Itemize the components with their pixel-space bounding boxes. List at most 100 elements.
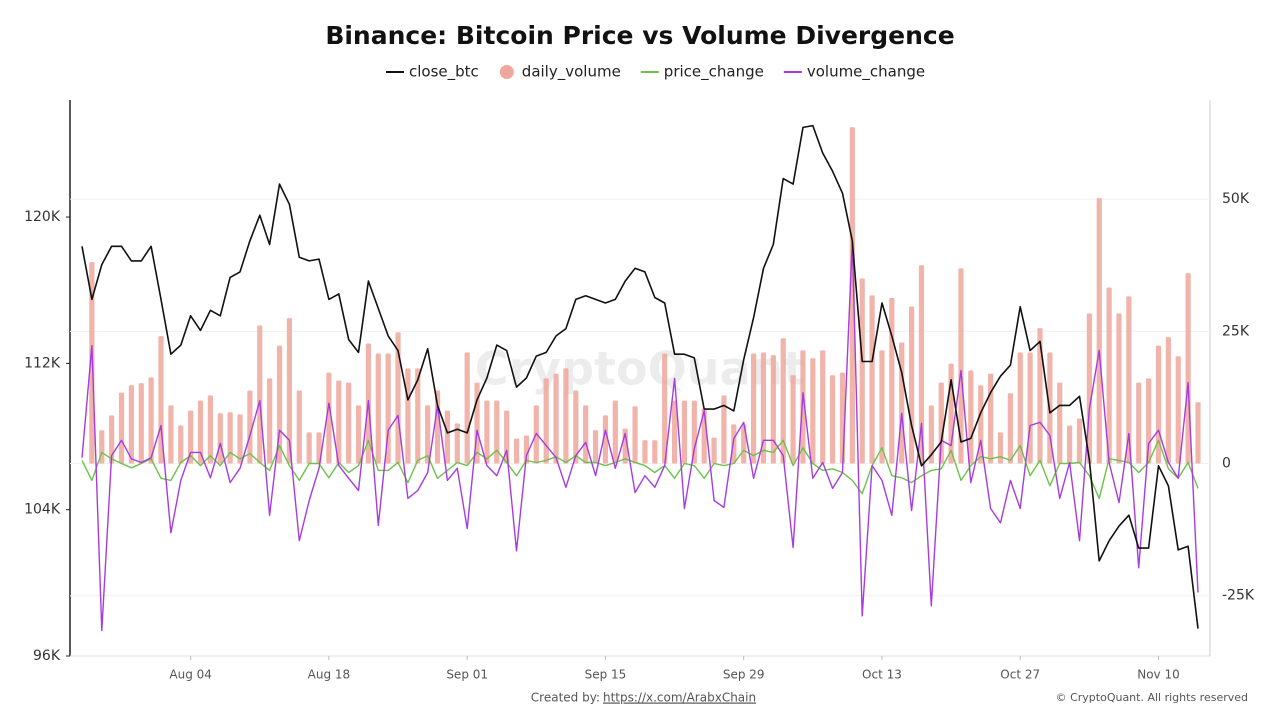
volume-bar xyxy=(237,414,243,464)
y2-tick-label: 25K xyxy=(1222,323,1250,339)
volume-bar xyxy=(454,423,460,464)
footer-label: Created by: xyxy=(531,691,600,705)
volume-bar xyxy=(988,373,994,464)
volume-bar xyxy=(889,298,895,464)
volume-bar xyxy=(1136,382,1142,464)
y2-tick-label: 50K xyxy=(1222,191,1250,207)
y2-tick-label: 0 xyxy=(1222,456,1231,472)
volume-bar xyxy=(573,390,579,464)
volume-bar xyxy=(968,370,974,464)
volume-bar xyxy=(958,268,964,464)
volume-bar xyxy=(612,400,618,464)
volume-bar xyxy=(128,385,134,464)
x-tick-label: Nov 10 xyxy=(1137,668,1180,682)
legend-label: volume_change xyxy=(807,63,925,82)
volume-bar xyxy=(1096,198,1102,464)
legend-label: daily_volume xyxy=(522,63,621,82)
volume-bar xyxy=(908,306,915,464)
volume-bar xyxy=(602,415,609,464)
x-tick-label: Oct 27 xyxy=(1000,668,1040,682)
x-tick-label: Sep 15 xyxy=(585,668,627,682)
volume-bar xyxy=(306,432,312,464)
volume-bar xyxy=(948,363,954,464)
volume-bar xyxy=(899,342,905,464)
volume-bar xyxy=(1076,418,1083,464)
volume-bar xyxy=(257,325,263,464)
volume-bar xyxy=(869,295,875,464)
volume-bar xyxy=(553,373,559,464)
volume-bar xyxy=(741,424,747,464)
volume-bar xyxy=(563,368,569,464)
volume-bar xyxy=(1126,296,1132,464)
volume-bar xyxy=(148,377,154,464)
volume-bar xyxy=(1027,352,1033,464)
volume-bar xyxy=(691,400,697,464)
volume-bar xyxy=(879,350,885,464)
volume-bar xyxy=(247,390,253,464)
volume-bar xyxy=(780,338,786,464)
legend-label: price_change xyxy=(664,63,764,82)
volume-bar xyxy=(464,352,470,464)
volume-bar xyxy=(583,405,589,464)
volume-bar xyxy=(385,353,391,464)
volume-bar xyxy=(632,406,638,464)
volume-bar xyxy=(207,395,213,464)
volume-bar xyxy=(227,412,233,464)
volume-bar xyxy=(346,382,352,464)
volume-bar xyxy=(178,425,184,464)
volume-bar xyxy=(731,424,737,464)
volume-bar xyxy=(1017,352,1023,464)
volume-bar xyxy=(326,372,332,464)
footer-link[interactable]: https://x.com/ArabxChain xyxy=(603,691,756,705)
volume-bar xyxy=(1175,356,1181,464)
volume-bar xyxy=(820,350,826,464)
volume-bar xyxy=(375,353,381,464)
volume-bar xyxy=(859,278,865,464)
volume-bar xyxy=(642,440,648,464)
volume-bar xyxy=(425,405,431,464)
legend-swatch xyxy=(499,65,514,79)
y-tick-label: 104K xyxy=(24,502,61,518)
chart-title: Binance: Bitcoin Price vs Volume Diverge… xyxy=(325,21,954,50)
volume-bar xyxy=(662,353,668,464)
volume-bar xyxy=(267,378,273,464)
volume-bar xyxy=(997,432,1004,464)
volume-bar xyxy=(928,405,934,464)
y-tick-label: 96K xyxy=(33,648,61,664)
volume-bar xyxy=(355,405,362,464)
volume-bar xyxy=(415,368,421,464)
volume-bar xyxy=(1067,425,1073,464)
x-tick-label: Aug 04 xyxy=(169,668,212,682)
x-tick-label: Sep 01 xyxy=(446,668,488,682)
volume-bar xyxy=(513,438,520,464)
x-tick-label: Aug 18 xyxy=(308,668,351,682)
volume-bar xyxy=(296,390,302,464)
price-change-line xyxy=(81,439,1199,500)
volume-bar xyxy=(118,392,125,464)
y-tick-label: 120K xyxy=(24,209,61,225)
volume-bar xyxy=(197,400,204,464)
volume-bar xyxy=(1007,393,1013,464)
volume-bar xyxy=(543,378,549,464)
volume-bar xyxy=(336,380,342,464)
volume-bar xyxy=(504,410,510,464)
y-tick-label: 112K xyxy=(24,355,61,371)
volume-bar xyxy=(770,355,776,464)
volume-bar xyxy=(829,375,836,464)
close-btc-line xyxy=(81,124,1199,629)
volume-bar xyxy=(494,400,500,464)
volume-bar xyxy=(1106,287,1112,464)
volume-bar xyxy=(1195,402,1201,464)
volume-bar xyxy=(444,410,451,464)
volume-bar xyxy=(286,318,292,464)
volume-bar xyxy=(681,400,688,464)
volume-bar xyxy=(405,368,411,464)
volume-bar xyxy=(217,413,223,464)
volume-bar xyxy=(918,265,925,464)
volume-bar xyxy=(760,352,767,464)
volume-bar xyxy=(1057,382,1063,464)
y2-tick-label: -25K xyxy=(1222,588,1255,604)
volume-bar xyxy=(523,435,530,464)
volume-bar xyxy=(750,353,757,464)
